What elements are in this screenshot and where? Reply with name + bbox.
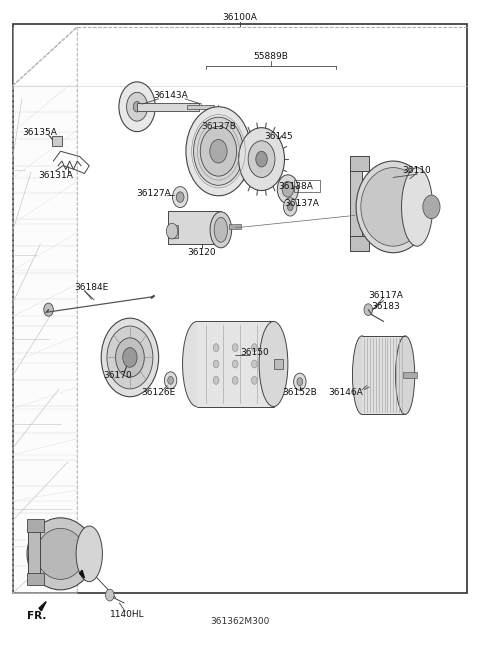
Text: 36184E: 36184E xyxy=(74,283,109,292)
Circle shape xyxy=(166,223,178,239)
Text: 361362M300: 361362M300 xyxy=(210,617,270,626)
Circle shape xyxy=(239,128,285,190)
Bar xyxy=(137,103,199,111)
Bar xyxy=(27,519,44,532)
Text: 36170: 36170 xyxy=(104,371,132,380)
Circle shape xyxy=(294,373,306,390)
Circle shape xyxy=(256,152,267,167)
Circle shape xyxy=(284,197,297,216)
Bar xyxy=(294,180,320,192)
Polygon shape xyxy=(12,86,77,593)
Text: 36100A: 36100A xyxy=(223,12,257,22)
Bar xyxy=(27,573,44,584)
Text: 36126E: 36126E xyxy=(142,388,176,397)
Text: 36150: 36150 xyxy=(240,348,269,358)
Text: 1140HL: 1140HL xyxy=(110,610,145,619)
Ellipse shape xyxy=(214,217,228,242)
Ellipse shape xyxy=(402,168,432,246)
Circle shape xyxy=(288,203,293,211)
Circle shape xyxy=(252,360,257,368)
Ellipse shape xyxy=(27,518,94,590)
Circle shape xyxy=(282,181,294,197)
Circle shape xyxy=(119,82,156,132)
Circle shape xyxy=(127,92,148,121)
Bar xyxy=(168,211,221,244)
Ellipse shape xyxy=(356,161,430,253)
Bar xyxy=(350,157,369,171)
Circle shape xyxy=(213,344,219,352)
Circle shape xyxy=(277,174,299,203)
Circle shape xyxy=(232,344,238,352)
Text: 36137B: 36137B xyxy=(201,122,236,131)
Bar xyxy=(350,236,369,251)
Text: 36135A: 36135A xyxy=(23,129,58,137)
Bar xyxy=(229,224,241,229)
Bar xyxy=(187,105,214,109)
Text: 36183: 36183 xyxy=(372,302,400,311)
Circle shape xyxy=(213,360,219,368)
Circle shape xyxy=(101,318,158,397)
Text: 36138A: 36138A xyxy=(278,182,313,191)
Circle shape xyxy=(364,304,372,316)
Ellipse shape xyxy=(36,528,84,579)
Circle shape xyxy=(248,141,275,177)
Text: 55889B: 55889B xyxy=(253,52,288,61)
Circle shape xyxy=(133,102,141,112)
Bar xyxy=(12,24,468,593)
Circle shape xyxy=(123,348,137,367)
Ellipse shape xyxy=(396,336,415,415)
Text: 36127A: 36127A xyxy=(136,189,171,197)
Text: 36131A: 36131A xyxy=(38,171,73,180)
Circle shape xyxy=(116,338,144,377)
Circle shape xyxy=(252,377,257,384)
Polygon shape xyxy=(39,602,46,611)
Circle shape xyxy=(423,195,440,218)
Text: 36152B: 36152B xyxy=(282,388,317,397)
Circle shape xyxy=(213,377,219,384)
Bar xyxy=(52,136,62,146)
Ellipse shape xyxy=(259,321,288,407)
Circle shape xyxy=(176,192,184,202)
Bar xyxy=(274,359,283,369)
Circle shape xyxy=(172,186,188,207)
Circle shape xyxy=(193,117,243,185)
Ellipse shape xyxy=(76,526,102,582)
Text: 36145: 36145 xyxy=(264,132,293,140)
Text: 36143A: 36143A xyxy=(153,91,188,100)
Text: 36146A: 36146A xyxy=(328,388,363,397)
Text: 36110: 36110 xyxy=(403,167,432,175)
Circle shape xyxy=(168,377,173,384)
Bar xyxy=(168,224,178,237)
Circle shape xyxy=(107,326,153,389)
Circle shape xyxy=(106,589,114,601)
Circle shape xyxy=(200,127,237,176)
Text: 36117A: 36117A xyxy=(369,291,403,300)
Circle shape xyxy=(297,378,303,386)
Bar xyxy=(197,321,274,407)
Circle shape xyxy=(232,377,238,384)
Text: FR.: FR. xyxy=(27,611,47,621)
Ellipse shape xyxy=(210,212,232,248)
Bar xyxy=(28,529,40,578)
Text: 36120: 36120 xyxy=(187,248,216,257)
Ellipse shape xyxy=(352,336,372,415)
Circle shape xyxy=(210,140,227,163)
Bar xyxy=(350,168,362,246)
Text: 36137A: 36137A xyxy=(284,199,319,208)
Circle shape xyxy=(164,372,177,389)
Bar xyxy=(403,372,417,379)
Polygon shape xyxy=(80,570,84,578)
Ellipse shape xyxy=(182,321,211,407)
Circle shape xyxy=(186,107,251,195)
Bar xyxy=(362,336,405,415)
Circle shape xyxy=(44,303,53,316)
Ellipse shape xyxy=(361,168,425,246)
Circle shape xyxy=(232,360,238,368)
Circle shape xyxy=(252,344,257,352)
